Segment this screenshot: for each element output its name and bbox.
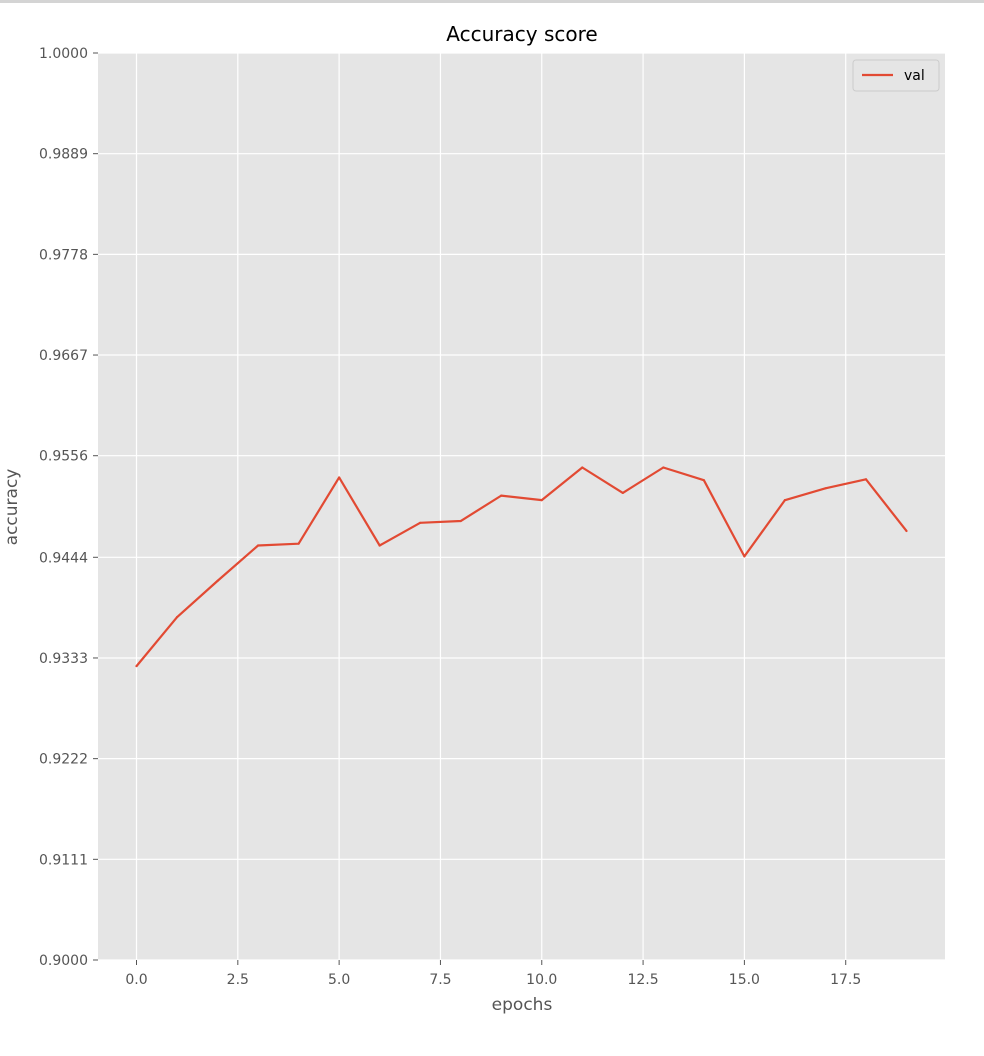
data-point — [135, 665, 138, 668]
data-point — [702, 479, 705, 482]
y-tick-label: 0.9111 — [39, 852, 88, 868]
data-point — [662, 466, 665, 469]
data-point — [581, 466, 584, 469]
data-point — [459, 519, 462, 523]
series-layer — [135, 466, 908, 668]
y-axis-label: accuracy — [2, 469, 22, 546]
data-point — [500, 494, 503, 497]
x-axis-label: epochs — [492, 995, 553, 1015]
x-tick-label: 0.0 — [125, 972, 147, 988]
series-line-val — [135, 466, 908, 667]
x-tick-label: 7.5 — [429, 972, 451, 988]
data-point — [743, 555, 746, 558]
y-tick-label: 0.9778 — [39, 247, 88, 263]
x-tick-label: 10.0 — [526, 972, 557, 988]
data-point — [216, 579, 219, 582]
y-gridlines — [98, 52, 945, 961]
x-tick-label: 17.5 — [830, 972, 861, 988]
y-axis-ticks: 0.9000 0.9111 0.9222 0.9333 0.9444 0.9556 0.96… — [39, 46, 98, 969]
y-tick-label: 0.9556 — [39, 449, 88, 465]
data-point — [905, 529, 908, 533]
y-tick-label: 0.9222 — [39, 752, 88, 768]
data-point — [256, 544, 260, 547]
top-divider — [0, 0, 984, 3]
data-point — [338, 476, 341, 479]
legend: val — [852, 59, 940, 92]
y-tick-label: 0.9889 — [39, 147, 88, 163]
x-tick-label: 12.5 — [627, 972, 658, 988]
legend-label-val: val — [904, 68, 925, 84]
data-point — [297, 542, 300, 545]
chart-title: Accuracy score — [446, 22, 597, 46]
x-tick-label: 15.0 — [729, 972, 760, 988]
data-point — [540, 499, 543, 502]
legend-frame — [852, 59, 940, 92]
data-point — [378, 544, 381, 547]
x-gridlines — [135, 53, 847, 960]
y-tick-label: 1.0000 — [39, 46, 88, 62]
y-tick-label: 0.9333 — [39, 651, 88, 667]
x-axis-ticks: 0.0 2.5 5.0 7.5 10.0 12.5 15.0 17.5 — [125, 960, 861, 988]
data-point — [864, 478, 868, 481]
data-point — [175, 616, 179, 619]
y-tick-label: 0.9000 — [39, 953, 88, 969]
x-tick-label: 5.0 — [328, 972, 350, 988]
data-point — [824, 487, 827, 490]
data-point — [621, 491, 624, 494]
y-tick-label: 0.9667 — [39, 348, 88, 364]
x-tick-label: 2.5 — [227, 972, 249, 988]
data-point — [419, 521, 422, 524]
y-tick-label: 0.9444 — [39, 550, 88, 566]
data-point — [783, 499, 787, 502]
plot-area — [98, 53, 945, 960]
